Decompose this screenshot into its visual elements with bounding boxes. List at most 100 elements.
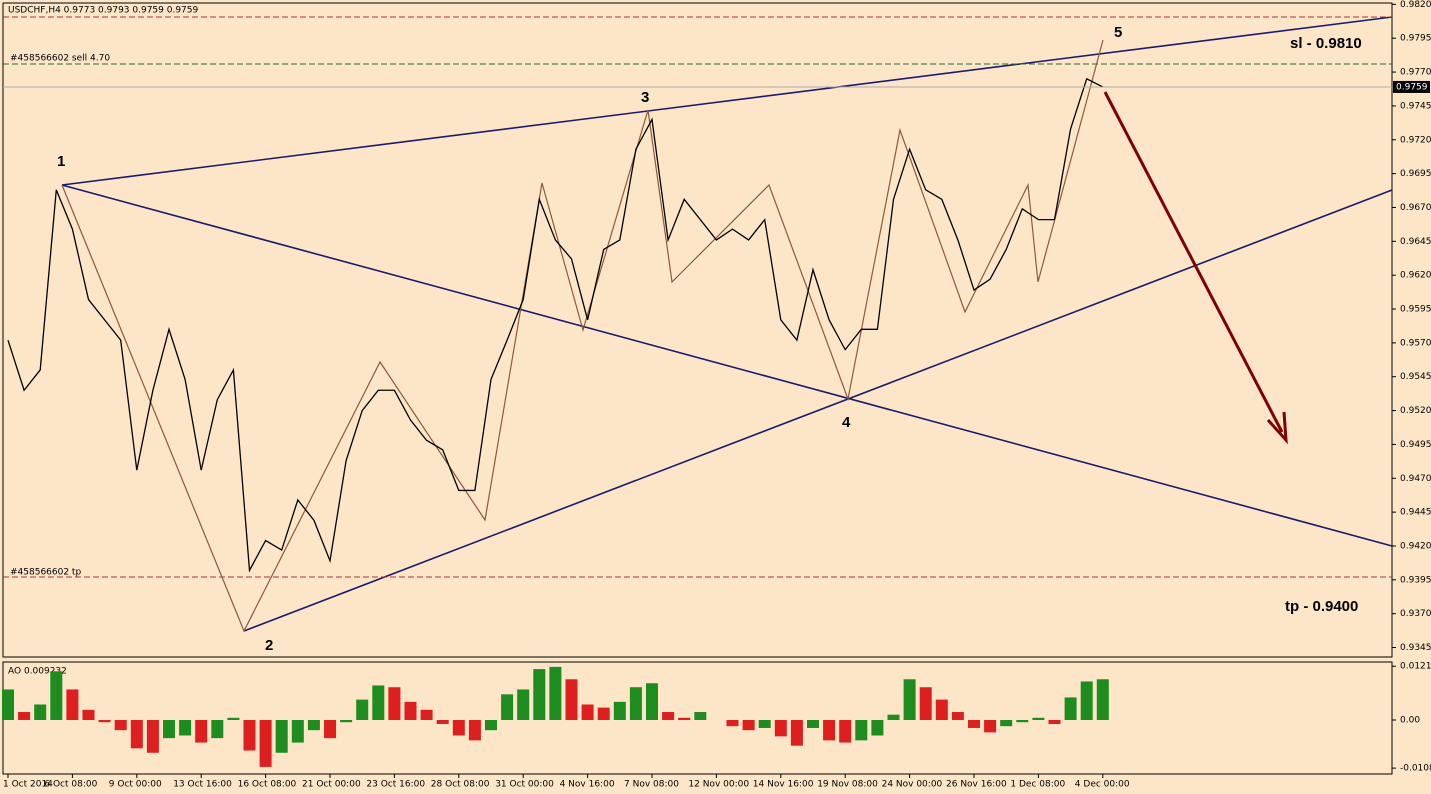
arrow xyxy=(1103,91,1284,433)
ao-bar xyxy=(646,683,658,720)
y-tick-label: 0.012145 xyxy=(1400,662,1431,672)
trend-line xyxy=(61,184,1393,547)
ao-bar xyxy=(372,685,385,720)
chart-title: USDCHF,H4 0.9773 0.9793 0.9759 0.9759 xyxy=(8,6,198,16)
x-tick-label: 21 Oct 00:00 xyxy=(302,780,361,790)
ao-bar xyxy=(839,719,852,743)
y-tick-label: 0.9720 xyxy=(1400,135,1431,145)
ao-bar xyxy=(919,687,932,720)
ao-bar xyxy=(404,701,417,720)
x-tick-label: 19 Nov 08:00 xyxy=(817,780,878,790)
x-tick-label: 12 Nov 00:00 xyxy=(688,780,749,790)
trend-lines xyxy=(61,16,1393,632)
trend-line xyxy=(243,189,1393,632)
ao-bar xyxy=(82,709,95,720)
ao-bar xyxy=(114,719,127,731)
x-tick-label: 26 Nov 16:00 xyxy=(946,780,1007,790)
last-price-box xyxy=(1393,80,1430,93)
trend-line xyxy=(61,16,1393,186)
ao-bar xyxy=(227,717,240,720)
ao-bar xyxy=(517,689,530,720)
ao-bar xyxy=(243,719,256,751)
ao-bar xyxy=(1048,719,1061,724)
ao-bar xyxy=(146,719,159,753)
ao-bar xyxy=(340,719,353,723)
y-tick-label: 0.9795 xyxy=(1400,34,1431,44)
ao-bar xyxy=(130,719,143,749)
ao-bar xyxy=(887,714,900,720)
ao-bar xyxy=(1032,717,1045,720)
x-tick-label: 14 Nov 16:00 xyxy=(753,780,814,790)
y-tick-label: 0.9520 xyxy=(1400,406,1431,416)
price-line xyxy=(7,77,1104,573)
ao-bar xyxy=(758,719,771,728)
annotation: 4 xyxy=(842,414,851,431)
y-tick-label: 0.9545 xyxy=(1400,372,1431,382)
y-tick-label: 0.9495 xyxy=(1400,440,1431,450)
ao-bar xyxy=(1096,679,1109,720)
x-tick-label: 31 Oct 00:00 xyxy=(495,780,554,790)
ao-bar xyxy=(291,719,304,743)
x-tick-label: 4 Nov 16:00 xyxy=(560,780,615,790)
ao-bar xyxy=(66,689,79,720)
ao-bar xyxy=(678,717,691,720)
y-tick-label: 0.9595 xyxy=(1400,305,1431,315)
ao-bar xyxy=(613,701,626,720)
ao-bar xyxy=(1016,719,1029,723)
y-tick-label: 0.9345 xyxy=(1400,643,1431,653)
ao-bar xyxy=(1000,719,1013,727)
ao-bar xyxy=(629,687,642,720)
y-tick-label: 0.9695 xyxy=(1400,169,1431,179)
ao-title: AO 0.009232 xyxy=(8,667,67,677)
ao-bar xyxy=(1064,697,1077,720)
ao-bar xyxy=(436,719,449,724)
ao-bar xyxy=(903,679,916,720)
y-tick-label: 0.9745 xyxy=(1400,101,1431,111)
annotation: 1 xyxy=(57,153,65,170)
ao-bar xyxy=(420,709,433,720)
annotation: tp - 0.9400 xyxy=(1285,598,1358,615)
x-tick-label: 1 Oct 2014 xyxy=(3,780,53,790)
y-tick-label: 0.9370 xyxy=(1400,609,1431,619)
annotation: 3 xyxy=(641,89,649,106)
annotation: 2 xyxy=(265,637,273,654)
ao-bar xyxy=(855,719,868,741)
annotation: 5 xyxy=(1114,24,1122,41)
x-tick-label: 28 Oct 08:00 xyxy=(431,780,490,790)
ao-bar xyxy=(565,679,578,720)
y-tick-label: 0.9445 xyxy=(1400,508,1431,518)
ao-bar xyxy=(307,719,320,731)
ao-bar xyxy=(951,712,964,720)
ao-bar xyxy=(356,699,369,720)
ao-bar xyxy=(501,694,514,720)
ao-bar xyxy=(163,719,175,739)
ao-bar xyxy=(195,719,208,743)
ao-bar xyxy=(179,719,192,736)
annotation: #458566602 sell 4.70 xyxy=(10,54,110,64)
ao-bar xyxy=(871,719,884,736)
y-tick-label: 0.9470 xyxy=(1400,474,1431,484)
y-tick-label: 0.9670 xyxy=(1400,203,1431,213)
ao-bar xyxy=(211,719,224,739)
ao-bar xyxy=(935,699,948,720)
price-panel xyxy=(2,2,1393,658)
ao-bar xyxy=(742,719,755,731)
ao-bar xyxy=(2,689,14,720)
ao-bar xyxy=(452,719,465,736)
ao-bar xyxy=(790,719,803,746)
ao-bar xyxy=(581,704,594,720)
y-tick-label: 0.9820 xyxy=(1400,0,1431,10)
y-tick-label: 0.9770 xyxy=(1400,68,1431,78)
x-tick-label: 23 Oct 16:00 xyxy=(366,780,425,790)
x-tick-label: 7 Nov 08:00 xyxy=(624,780,679,790)
ao-bar xyxy=(259,719,272,767)
ao-bar xyxy=(468,719,481,741)
zigzag xyxy=(61,39,1104,633)
order-levels xyxy=(3,16,1392,578)
y-tick-label: -0.01087 xyxy=(1400,764,1431,774)
x-tick-label: 16 Oct 08:00 xyxy=(238,780,297,790)
ao-bar xyxy=(275,719,288,753)
y-tick-label: 0.9645 xyxy=(1400,237,1431,247)
ao-bar xyxy=(726,719,739,727)
annotation: #458566602 tp xyxy=(10,568,81,578)
